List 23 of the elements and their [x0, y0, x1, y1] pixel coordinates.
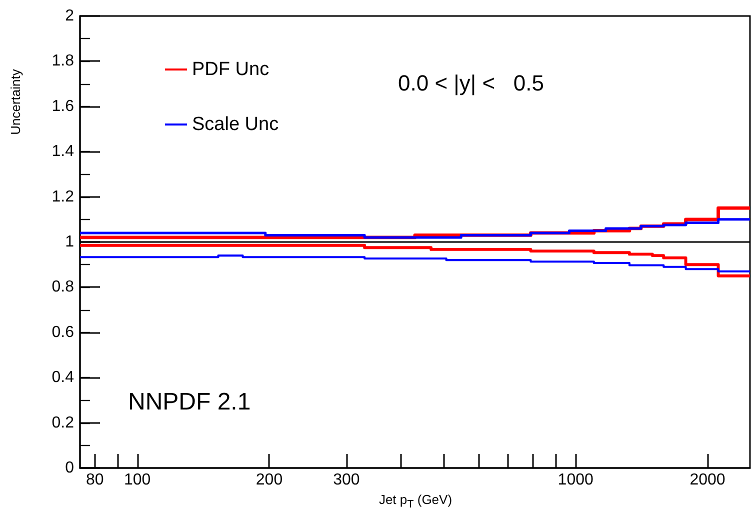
x-tick-label: 100 — [124, 472, 151, 488]
x-tick-label: 300 — [333, 472, 360, 488]
legend-label: PDF Unc — [192, 59, 270, 80]
y-tick-label: 2 — [65, 8, 74, 24]
x-tick-label: 1000 — [558, 472, 594, 488]
y-tick-label: 1 — [65, 234, 74, 250]
annotation: NNPDF 2.1 — [128, 388, 251, 416]
annotation: 0.0 < |y| < 0.5 — [398, 70, 544, 96]
y-axis-title: Uncertainty — [8, 68, 23, 135]
y-tick-label: 0.8 — [52, 278, 74, 296]
x-axis-title: Jet p$_{T}$ (GeV) — [378, 492, 452, 511]
y-tick-label: 1.8 — [52, 52, 74, 70]
y-tick-label: 1.6 — [52, 98, 74, 115]
y-tick-label: 0.4 — [52, 369, 74, 386]
x-tick-label: 80 — [86, 472, 104, 488]
y-tick-label: 1.4 — [52, 143, 74, 160]
y-tick-label: 0.2 — [52, 414, 74, 432]
x-tick-label: 200 — [256, 472, 283, 488]
y-tick-label: 0 — [65, 460, 74, 476]
y-tick-label: 1.2 — [52, 188, 74, 206]
legend-label: Scale Unc — [192, 114, 279, 135]
y-tick-label: 0.6 — [52, 324, 74, 341]
x-tick-label: 2000 — [690, 472, 726, 488]
